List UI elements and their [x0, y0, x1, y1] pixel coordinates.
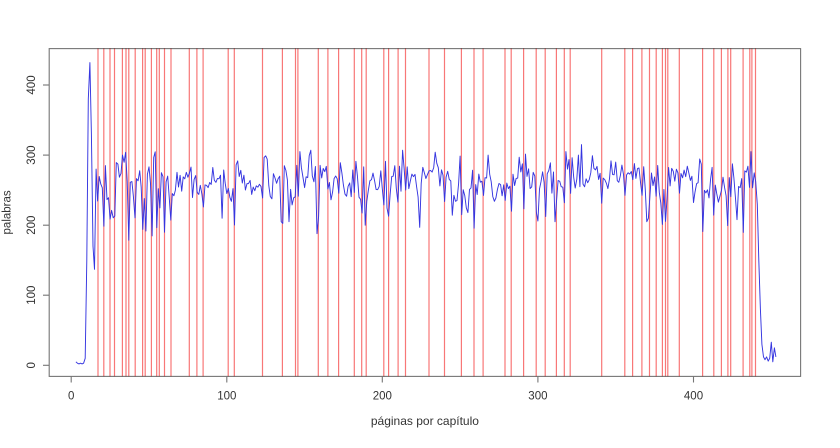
svg-text:200: 200: [26, 216, 38, 235]
svg-text:400: 400: [26, 75, 38, 94]
svg-text:0: 0: [26, 362, 38, 368]
svg-text:0: 0: [68, 391, 74, 403]
svg-text:300: 300: [528, 391, 547, 403]
svg-text:palabras: palabras: [2, 190, 14, 234]
svg-text:100: 100: [26, 286, 38, 305]
svg-text:400: 400: [684, 391, 703, 403]
svg-text:100: 100: [217, 391, 236, 403]
svg-text:páginas por capítulo: páginas por capítulo: [371, 414, 479, 428]
svg-text:200: 200: [373, 391, 392, 403]
svg-text:300: 300: [26, 146, 38, 165]
